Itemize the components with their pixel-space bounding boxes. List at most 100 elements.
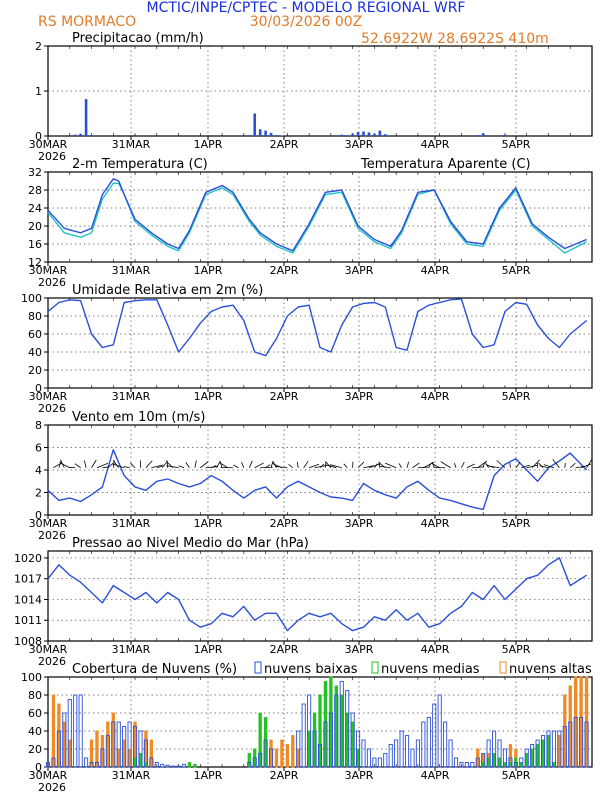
cloud-bar-2 [415,739,420,768]
cloud-bar-2 [432,703,437,768]
cloud-bar-2 [252,757,257,768]
series-line-0 [47,298,588,357]
cloud-bar-2 [160,763,165,768]
cloud-bar-2 [372,757,377,768]
x-tick-label: 2APR [270,769,299,782]
y-tick-label: 4 [35,464,42,477]
wind-arrow [363,465,375,469]
x-tick-label: 30MAR [29,643,68,656]
cloud-bar-0 [68,739,72,768]
cloud-bar-0 [51,694,56,768]
cloud-bar-2 [443,721,448,768]
cloud-bar-2 [127,721,132,768]
cloud-bar-0 [57,703,61,768]
cloud-bar-2 [181,763,187,768]
cloud-bar-2 [356,730,361,768]
wind-arrow [423,461,434,469]
wind-arrow [58,460,62,468]
precip-bar [90,135,93,136]
cloud-bar-2 [122,726,127,768]
cloud-bar-2 [470,762,475,768]
x-tick-label: 1APR [194,517,223,530]
cloud-bar-2 [551,730,556,768]
x-tick-label: 3APR [345,390,374,403]
cloud-bar-1 [345,712,349,768]
y-tick-label: 6 [35,442,42,455]
cloud-bar-0 [274,748,279,768]
cloud-bar-2 [138,730,143,768]
cloud-bar-2 [247,762,252,768]
cloud-bar-2 [62,712,67,768]
x-year-label: 2026 [38,276,66,289]
wind-arrow [357,461,365,469]
cloud-bar-2 [149,757,154,768]
wind-arrow [564,462,566,468]
wind-arrow [303,461,309,468]
x-tick-label: 5APR [502,138,531,151]
panel-frame-4 [47,550,593,642]
wind-arrow [74,463,81,469]
wind-arrow [586,458,593,468]
wind-arrow [428,463,432,468]
cloud-bar-2 [540,735,546,768]
x-tick-label: 4APR [421,517,450,530]
precip-bar [476,135,480,136]
cloud-bar-2 [584,721,589,768]
cloud-bar-0 [563,694,567,768]
wind-arrow [166,460,169,468]
wind-arrow [185,462,190,468]
cloud-bar-2 [165,764,170,768]
cloud-bar-2 [307,694,312,768]
header-coords: 52.6922W 28.6922S 410m [361,31,549,47]
wind-arrow [368,463,381,469]
x-tick-label: 30MAR [29,264,68,277]
x-tick-label: 3APR [345,643,374,656]
wind-arrow [380,466,391,469]
cloud-bar-2 [263,739,268,768]
wind-arrow [270,461,274,468]
cloud-bar-2 [562,726,567,768]
wind-arrow [531,459,540,469]
wind-arrow [254,462,264,469]
cloud-bar-2 [535,739,540,768]
y-tick-label: 16 [28,238,42,251]
cloud-bar-2 [530,744,535,768]
cloud-bar-2 [426,717,431,768]
cloud-bar-0 [568,685,572,768]
cloud-bar-1 [323,681,328,768]
wind-arrow [53,463,60,469]
x-year-label: 2026 [38,529,66,542]
cloud-bar-2 [100,748,105,768]
wind-arrow [472,466,484,469]
cloud-bar-2 [78,694,83,768]
cloud-bar-1 [541,739,545,768]
wind-arrow [482,462,485,468]
wind-arrow [123,466,130,469]
precip-bar [351,133,354,136]
cloud-bar-2 [350,712,355,768]
legend-apparent-temp: Temperatura Aparente (C) [360,157,531,172]
wind-arrow [275,465,288,469]
cloud-bar-2 [67,699,72,768]
y-tick-label: 1017 [14,573,42,586]
cloud-bar-2 [388,744,393,768]
x-year-label: 2026 [38,150,66,163]
cloud-bar-2 [404,735,410,768]
precip-bar [340,134,344,136]
x-tick-label: 3APR [345,517,374,530]
cloud-bar-2 [312,730,317,768]
x-tick-label: 30MAR [29,769,68,782]
cloud-bar-0 [579,676,583,768]
cloud-bar-0 [127,748,132,768]
cloud-bar-2 [524,748,529,768]
wind-arrow [509,462,511,468]
cloud-bar-1 [340,694,344,768]
wind-arrow [526,464,538,469]
cloud-bar-2 [116,721,121,768]
wind-arrow [343,463,348,469]
wind-arrow [496,460,506,469]
wind-arrow [308,463,320,469]
precip-bar [345,135,349,136]
wind-arrow [543,464,555,469]
wind-arrow [326,464,337,469]
